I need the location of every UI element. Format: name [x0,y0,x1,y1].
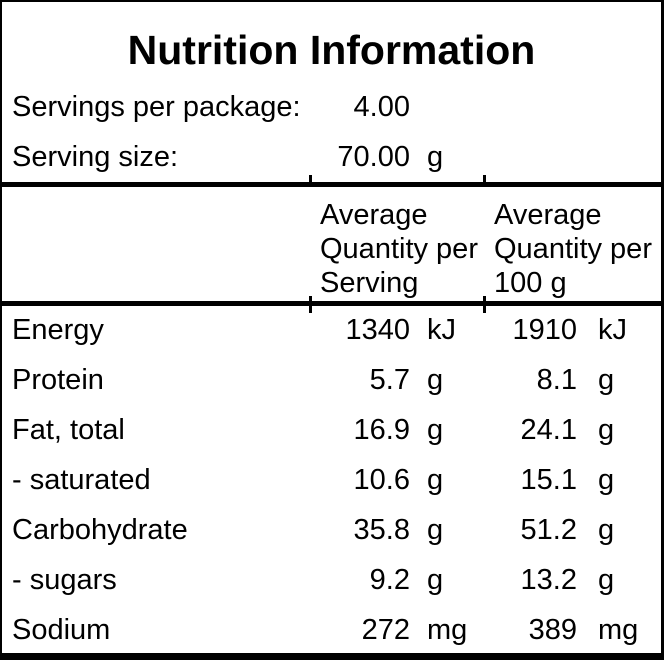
per-serving-value: 10.6 [353,464,410,496]
per-100g-unit: g [598,564,615,596]
nutrient-label: Carbohydrate [12,514,188,546]
nutrient-label: Sodium [12,614,111,646]
per-100g-unit: g [598,364,615,396]
column-border-stub [483,175,486,182]
per-serving-value: 272 [361,614,410,646]
per-serving-value: 1340 [345,314,410,346]
serving-size-unit: g [427,141,444,173]
per-serving-unit: g [427,464,444,496]
table-row-fat-total: Fat, total 16.9 g 24.1 g [2,413,661,463]
column-header-per-serving: Average Quantity per Serving [320,199,478,299]
top-divider-rule [2,182,661,187]
per-100g-value: 51.2 [520,514,577,546]
per-100g-value: 24.1 [520,414,577,446]
table-row-sugars: - sugars 9.2 g 13.2 g [2,563,661,613]
table-row-carbohydrate: Carbohydrate 35.8 g 51.2 g [2,513,661,563]
column-border-stub [309,296,312,313]
per-serving-unit: g [427,414,444,446]
per-100g-value: 389 [528,614,577,646]
servings-per-package-label: Servings per package: [12,91,301,123]
per-serving-unit: g [427,564,444,596]
per-serving-value: 16.9 [353,414,410,446]
table-row-protein: Protein 5.7 g 8.1 g [2,363,661,413]
per-100g-unit: g [598,414,615,446]
table-row-energy: Energy 1340 kJ 1910 kJ [2,313,661,363]
servings-per-package-value: 4.00 [353,91,410,123]
per-100g-unit: kJ [598,314,627,346]
table-row-sodium: Sodium 272 mg 389 mg [2,613,661,653]
per-serving-value: 5.7 [369,364,410,396]
per-100g-value: 15.1 [520,464,577,496]
per-100g-value: 1910 [512,314,577,346]
panel-title: Nutrition Information [127,27,536,73]
serving-size-value: 70.00 [337,141,410,173]
per-serving-unit: g [427,514,444,546]
per-100g-unit: g [598,514,615,546]
per-100g-unit: g [598,464,615,496]
per-serving-value: 9.2 [369,564,410,596]
servings-per-package-row: Servings per package: 4.00 [2,90,661,140]
nutrient-label: Energy [12,314,104,346]
per-serving-unit: kJ [427,314,456,346]
table-row-saturated: - saturated 10.6 g 15.1 g [2,463,661,513]
per-100g-unit: mg [598,614,639,646]
column-header-per-100g: Average Quantity per 100 g [494,199,652,299]
per-100g-value: 8.1 [536,364,577,396]
per-serving-unit: mg [427,614,468,646]
per-100g-value: 13.2 [520,564,577,596]
per-serving-unit: g [427,364,444,396]
header-divider-rule [2,301,661,306]
nutrient-label: Protein [12,364,104,396]
column-border-stub [483,296,486,313]
nutrient-label: - saturated [12,464,151,496]
nutrient-label: - sugars [12,564,117,596]
serving-size-row: Serving size: 70.00 g [2,140,661,190]
column-border-stub [309,175,312,182]
per-serving-value: 35.8 [353,514,410,546]
serving-size-label: Serving size: [12,141,179,173]
nutrient-label: Fat, total [12,414,125,446]
